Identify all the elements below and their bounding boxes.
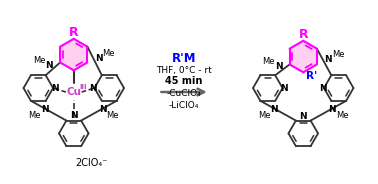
Text: -CuClO₄: -CuClO₄ bbox=[167, 89, 201, 98]
Text: Me: Me bbox=[336, 111, 349, 120]
Text: Me: Me bbox=[33, 56, 45, 66]
Text: 2ClO₄⁻: 2ClO₄⁻ bbox=[75, 158, 108, 168]
Polygon shape bbox=[290, 41, 317, 72]
Text: Me: Me bbox=[262, 57, 275, 66]
Text: N: N bbox=[299, 112, 307, 121]
Text: N: N bbox=[95, 54, 102, 63]
Text: R': R' bbox=[305, 71, 317, 81]
Text: III: III bbox=[79, 84, 87, 90]
Text: N: N bbox=[324, 54, 332, 63]
Text: N: N bbox=[41, 105, 48, 114]
Text: Me: Me bbox=[332, 49, 344, 59]
Text: Cu: Cu bbox=[66, 87, 81, 97]
Text: R'M: R'M bbox=[172, 52, 196, 65]
Text: N: N bbox=[275, 62, 282, 71]
Text: R: R bbox=[69, 26, 79, 39]
Text: N: N bbox=[51, 84, 59, 93]
Text: Me: Me bbox=[29, 111, 41, 120]
Polygon shape bbox=[60, 39, 87, 70]
Text: N: N bbox=[99, 105, 107, 114]
Text: Me: Me bbox=[102, 49, 115, 58]
Text: N: N bbox=[328, 105, 336, 114]
FancyArrowPatch shape bbox=[161, 89, 204, 95]
Text: THF, 0°C - rt: THF, 0°C - rt bbox=[156, 66, 212, 75]
Text: N: N bbox=[319, 84, 327, 93]
Text: N: N bbox=[70, 111, 77, 120]
Text: N: N bbox=[280, 84, 287, 93]
Text: N: N bbox=[89, 84, 96, 93]
Text: -LiClO₄: -LiClO₄ bbox=[169, 101, 199, 110]
Text: R: R bbox=[299, 28, 308, 41]
Text: N: N bbox=[270, 105, 278, 114]
Text: Me: Me bbox=[258, 111, 271, 120]
Text: 45 min: 45 min bbox=[166, 76, 203, 86]
Text: N: N bbox=[45, 61, 53, 70]
Text: Me: Me bbox=[107, 111, 119, 120]
